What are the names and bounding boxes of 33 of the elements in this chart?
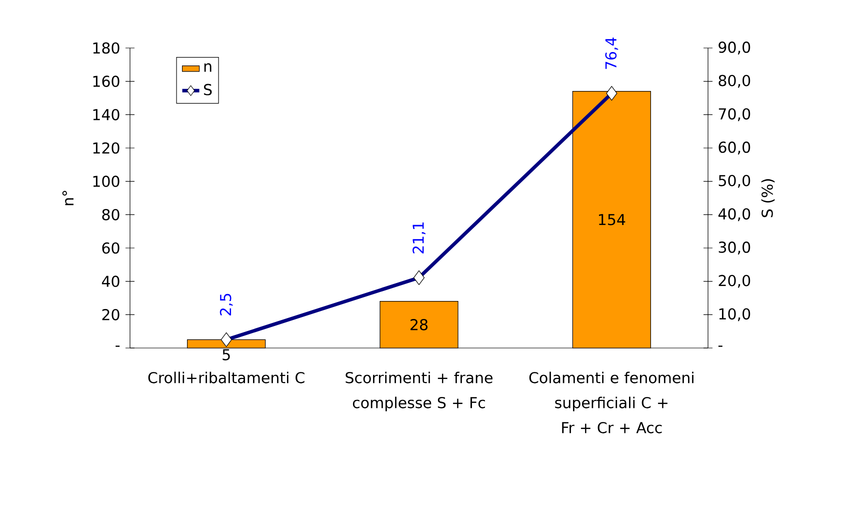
data-label: 21,1: [412, 222, 426, 254]
y2-tick-label: 30,0: [718, 242, 750, 254]
data-label: 28: [410, 318, 428, 330]
y-tick-label: -: [116, 346, 120, 347]
x-tick-label: Crolli+ribaltamenti C: [148, 372, 304, 384]
data-label: 2,5: [220, 294, 233, 316]
y2-tick-label: 60,0: [718, 142, 750, 154]
y-tick-label: 180: [93, 42, 120, 54]
y-tick-label: 120: [93, 142, 120, 154]
x-tick-label: Scorrimenti + frane complesse S + Fc: [346, 372, 492, 412]
legend-label: S: [204, 84, 212, 96]
y2-axis-title: S (%): [761, 179, 775, 218]
data-label: 76,4: [605, 38, 618, 69]
y2-tick-label: 10,0: [719, 308, 750, 322]
x-tick-label: Colamenti e fenomeni superficiali C + Fr + Cr + Acc: [529, 372, 694, 434]
y2-tick-label: 90,0: [718, 42, 750, 54]
y-tick-label: 60: [102, 242, 120, 254]
y-axis-title: n°: [62, 190, 74, 206]
y-tick-label: 40: [102, 276, 120, 288]
y-tick-label: 140: [93, 108, 120, 120]
legend-label: n: [204, 63, 212, 72]
y-tick-label: 20: [102, 308, 120, 320]
y-tick-label: 80: [102, 208, 120, 220]
y2-tick-label: 80,0: [718, 74, 750, 88]
y-tick-label: 160: [93, 76, 120, 88]
data-label: 5: [222, 349, 230, 360]
y-tick-label: 100: [93, 176, 120, 188]
y2-tick-label: 50,0: [718, 174, 750, 188]
y2-tick-label: 70,0: [718, 108, 750, 122]
data-label: 154: [598, 214, 626, 226]
y2-tick-label: -: [718, 346, 722, 347]
y2-tick-label: 40,0: [718, 208, 750, 222]
y2-tick-label: 20,0: [718, 274, 750, 288]
